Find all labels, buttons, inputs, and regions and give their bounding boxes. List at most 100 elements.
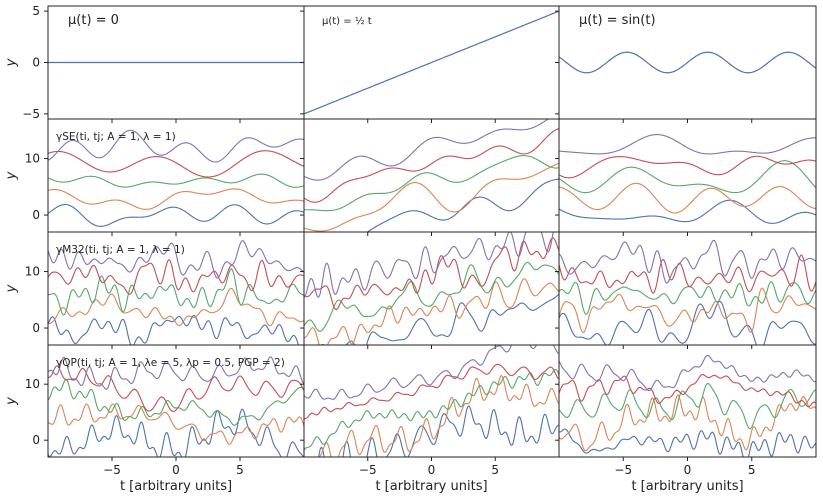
ytick-label: 10 xyxy=(25,377,40,391)
sample-line-1 xyxy=(48,188,304,210)
ytick-label: 0 xyxy=(32,321,40,335)
x-axis-label: t [arbitrary units] xyxy=(120,479,232,494)
sample-line-0 xyxy=(48,408,304,457)
xtick-label: −5 xyxy=(359,463,377,477)
sample-line-1 xyxy=(304,162,559,232)
sample-line-2 xyxy=(48,173,304,188)
y-axis-label: y xyxy=(4,284,19,293)
x-axis-label: t [arbitrary units] xyxy=(631,479,743,494)
panel-r2-c0: γM32(ti, tj; A = 1, λ = 1) 0 10 xyxy=(25,231,305,349)
panel-r2-c1 xyxy=(300,231,560,349)
xtick-label: 0 xyxy=(428,463,436,477)
sample-line-4 xyxy=(304,232,554,298)
sample-line-2 xyxy=(559,382,816,430)
panel-lines xyxy=(304,232,559,345)
y-axis-label: y xyxy=(4,171,19,180)
sample-line-2 xyxy=(48,268,304,316)
mean-label: μ(t) = ½ t xyxy=(322,15,372,27)
sample-line-4 xyxy=(304,119,550,181)
sample-line-3 xyxy=(304,363,559,420)
panel-r3-c2: −5 0 5 t [arbitrary units] xyxy=(555,344,817,494)
mean-label: μ(t) = sin(t) xyxy=(579,13,656,28)
sample-line-3 xyxy=(48,150,304,178)
panel-lines xyxy=(559,354,816,457)
sample-line-0 xyxy=(366,178,559,232)
sample-line-3 xyxy=(559,374,816,408)
panel-lines xyxy=(304,10,559,115)
panel-r0-c0: μ(t) = 0 −5 0 5 xyxy=(22,4,305,123)
panel-r2-c2 xyxy=(555,231,817,349)
xtick-label: −5 xyxy=(614,463,632,477)
sample-line-4 xyxy=(304,345,559,400)
sample-line-0 xyxy=(559,199,816,224)
panel-r3-c1: −5 0 5 t [arbitrary units] xyxy=(300,344,560,494)
y-axis-label: y xyxy=(4,397,19,406)
sample-line-3 xyxy=(48,259,304,295)
kernel-label: γSE(ti, tj; A = 1, λ = 1) xyxy=(56,131,176,143)
panel-frame xyxy=(303,118,560,233)
xtick-label: 5 xyxy=(236,463,244,477)
sample-line-2 xyxy=(304,155,559,212)
xtick-label: 0 xyxy=(172,463,180,477)
sample-line-4 xyxy=(559,134,816,155)
panel-lines xyxy=(48,240,304,345)
y-axis-label: y xyxy=(4,58,19,67)
panel-frame xyxy=(558,118,817,233)
kernel-label: γQP(ti, tj; A = 1, λe = 5, λp = 0.5, PGP… xyxy=(56,357,285,369)
sample-line-3 xyxy=(559,155,816,179)
xtick-label: −5 xyxy=(103,463,121,477)
mean-line xyxy=(559,51,816,74)
panel-r1-c1 xyxy=(300,118,560,236)
panel-r0-c2: μ(t) = sin(t) xyxy=(555,5,817,123)
mean-label: μ(t) = 0 xyxy=(68,13,119,28)
sample-line-2 xyxy=(559,160,816,194)
panel-lines xyxy=(559,51,816,74)
sample-line-2 xyxy=(559,281,816,315)
sample-line-0 xyxy=(559,428,816,457)
sample-line-2 xyxy=(48,378,304,426)
panel-frame xyxy=(558,231,817,346)
ytick-label: 10 xyxy=(25,265,40,279)
panel-lines xyxy=(304,119,559,232)
sample-line-1 xyxy=(48,287,304,327)
panel-frame xyxy=(303,344,560,458)
sample-line-4 xyxy=(559,354,816,392)
sample-line-0 xyxy=(48,203,304,227)
ytick-label: 0 xyxy=(32,208,40,222)
panel-r0-c1: μ(t) = ½ t xyxy=(300,5,560,123)
x-axis-label: t [arbitrary units] xyxy=(375,479,487,494)
panel-lines xyxy=(304,345,559,457)
sample-line-2 xyxy=(304,368,559,451)
sample-line-4 xyxy=(48,240,304,279)
xtick-label: 5 xyxy=(491,463,499,477)
panel-r1-c0: γSE(ti, tj; A = 1, λ = 1) 0 10 xyxy=(25,118,305,236)
panel-lines xyxy=(48,129,304,227)
xtick-label: 0 xyxy=(684,463,692,477)
panel-r1-c2 xyxy=(555,118,817,236)
sample-line-1 xyxy=(304,278,559,345)
sample-line-2 xyxy=(304,261,559,332)
sample-line-1 xyxy=(559,287,816,334)
ytick-label: 10 xyxy=(25,152,40,166)
ytick-label: 0 xyxy=(32,56,40,70)
sample-line-3 xyxy=(304,128,559,203)
sample-line-1 xyxy=(48,403,304,445)
ytick-label: 5 xyxy=(32,4,40,18)
panel-lines xyxy=(48,356,304,457)
sample-line-1 xyxy=(559,394,816,452)
kernel-label: γM32(ti, tj; A = 1, λ = 1) xyxy=(56,244,185,256)
sample-line-0 xyxy=(48,314,304,345)
panel-lines xyxy=(559,239,816,345)
sample-line-1 xyxy=(559,182,816,214)
sample-line-3 xyxy=(559,254,816,294)
xtick-label: 5 xyxy=(748,463,756,477)
sample-line-0 xyxy=(559,300,816,345)
sample-line-3 xyxy=(304,237,559,311)
sample-line-3 xyxy=(48,365,304,412)
panel-lines xyxy=(559,134,816,224)
ytick-label: 0 xyxy=(32,433,40,447)
sample-line-4 xyxy=(48,356,304,390)
panel-frame xyxy=(558,344,817,458)
sample-line-4 xyxy=(48,129,304,163)
